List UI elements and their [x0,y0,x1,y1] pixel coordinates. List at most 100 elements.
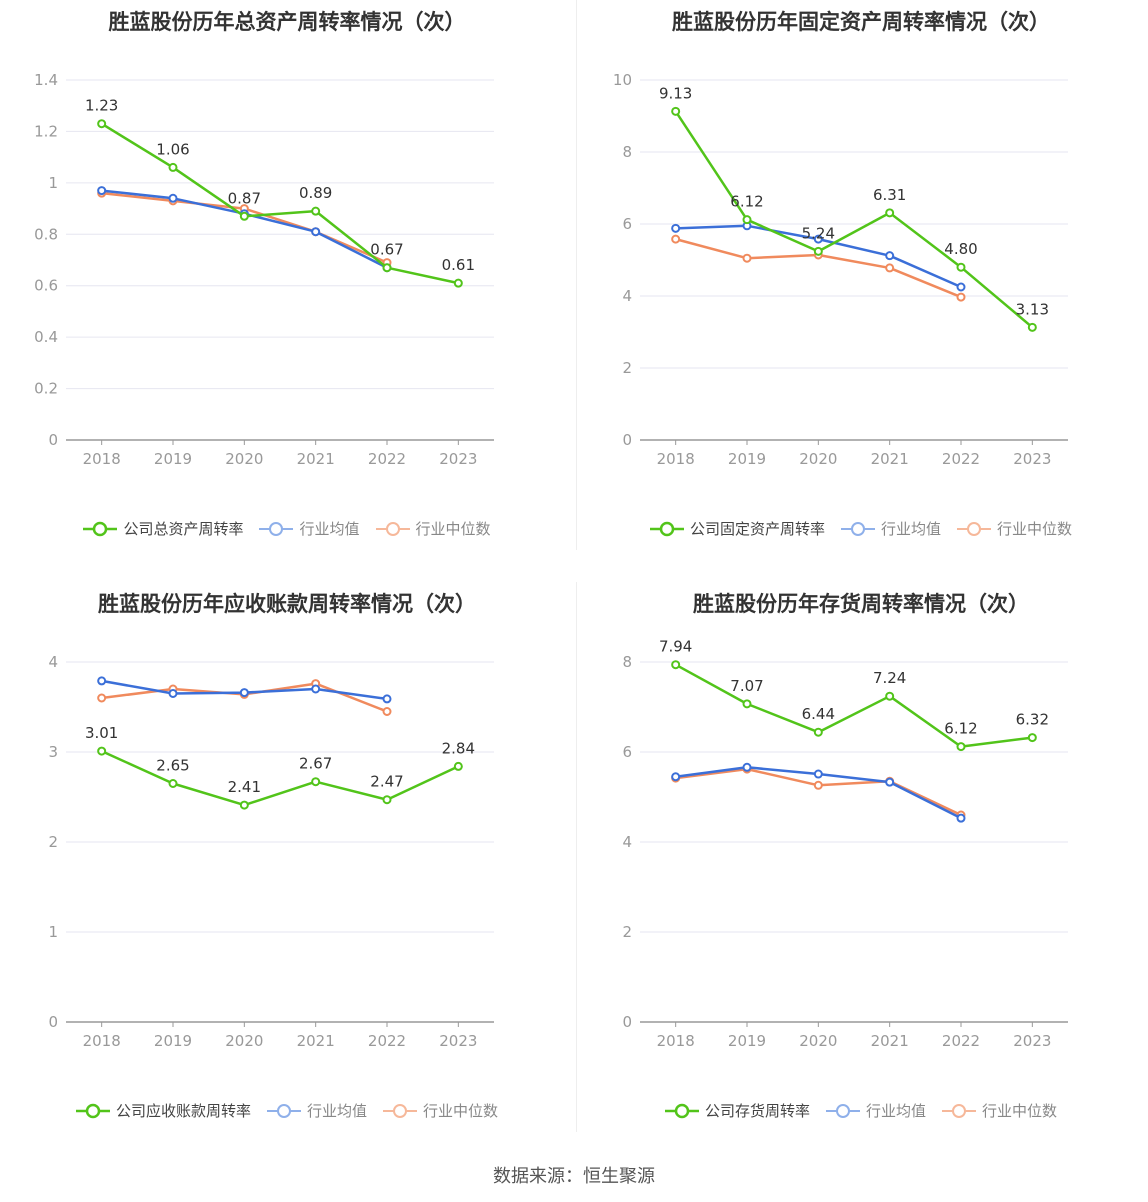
line-chart: 0 2 4 6 8 2018 2019 2020 2021 2022 2023 7.94 7.07 6.4… [622,638,1068,1050]
chart-title: 胜蓝股份历年应收账款周转率情况（次） [98,592,476,616]
legend-item-industry-avg[interactable]: 行业均值 [266,1100,367,1121]
data-label: 2.41 [228,778,261,796]
data-point-industry-median [382,707,392,716]
x-tick-label: 2020 [799,1032,837,1050]
x-tick-label: 2021 [871,1032,909,1050]
data-label: 6.12 [944,720,977,738]
line-chart: 0 0.2 0.4 0.6 0.8 1 1.2 1.4 2018 2019 2020 2021 2022… [34,71,494,468]
x-tick-label: 2020 [799,450,837,468]
legend-label-company: 公司固定资产周转率 [689,520,825,538]
y-tick-label: 8 [622,653,632,671]
legend-label-industry-avg: 行业均值 [865,1102,926,1120]
data-label: 6.32 [1016,711,1049,729]
y-tick-label: 8 [622,143,632,161]
data-point-industry-avg [311,684,321,694]
legend-label-company: 公司应收账款周转率 [115,1102,251,1120]
x-tick-label: 2020 [225,1032,263,1050]
legend-item-company[interactable]: 公司应收账款周转率 [75,1100,251,1121]
legend-item-company[interactable]: 公司总资产周转率 [83,518,243,539]
series-line-company [674,110,1034,329]
data-label: 1.06 [156,140,189,158]
legend-swatch-icon [825,1103,860,1118]
data-point-industry-median [885,263,895,273]
data-point-company [813,727,823,737]
data-point-company [168,779,178,788]
data-label: 3.13 [1016,300,1049,318]
legend-item-company[interactable]: 公司存货周转率 [664,1100,810,1121]
legend-item-industry-median[interactable]: 行业中位数 [957,518,1072,539]
data-label: 2.47 [370,773,403,791]
data-point-company [168,162,178,172]
data-point-company [239,211,249,221]
y-tick-label: 4 [622,833,632,851]
series-line-company [101,749,459,807]
chart-panel-inventory-turnover: 胜蓝股份历年存货周转率情况（次） 0 2 4 6 8 2018 2019 2020 2021 20… [574,582,1148,1164]
chart-legend: 公司存货周转率 行业均值 行业中位数 [574,1100,1148,1121]
y-tick-label: 6 [622,743,632,761]
data-point-company [239,800,249,810]
data-point-company [97,119,107,129]
line-chart: 0 1 2 3 4 2018 2019 2020 2021 2022 2023 3.01 2.65 2.4… [48,653,494,1050]
data-point-company [1027,733,1037,743]
data-point-industry-avg [813,234,823,244]
x-tick-label: 2019 [154,1032,192,1050]
data-point-industry-avg [97,676,107,686]
x-tick-label: 2019 [728,450,766,468]
x-tick-label: 2019 [728,1032,766,1050]
chart-panel-fixed-asset-turnover: 胜蓝股份历年固定资产周转率情况（次） 0 2 4 6 8 10 2018 2019 2020 20… [574,0,1148,582]
data-point-company [671,660,681,670]
legend-label-industry-median: 行业中位数 [415,520,491,538]
data-label: 4.80 [944,240,977,258]
data-point-industry-avg [885,251,895,261]
data-point-industry-avg [885,777,895,787]
legend-label-industry-median: 行业中位数 [997,520,1073,538]
data-point-company [956,262,966,272]
legend-swatch-icon [383,1103,417,1118]
y-tick-label: 0 [48,1013,58,1031]
x-tick-label: 2022 [942,1032,980,1050]
data-point-industry-median [813,780,823,790]
legend-item-company[interactable]: 公司固定资产周转率 [649,518,825,539]
legend-item-industry-avg[interactable]: 行业均值 [840,518,941,539]
data-point-industry-avg [239,688,249,698]
data-point-industry-avg [382,694,392,704]
data-label: 9.13 [659,84,692,102]
x-tick-label: 2018 [657,1032,695,1050]
data-label: 7.07 [730,677,763,695]
line-chart: 0 2 4 6 8 10 2018 2019 2020 2021 2022 2023 9.13 6.12 5… [613,71,1068,468]
x-tick-label: 2022 [942,450,980,468]
data-point-company [1027,322,1037,332]
legend-label-company: 公司存货周转率 [704,1102,810,1120]
legend-item-industry-median[interactable]: 行业中位数 [375,518,491,539]
legend-swatch-icon [840,521,875,536]
series-line-company [675,663,1033,748]
legend-swatch-icon [649,521,684,536]
y-tick-label: 0.8 [34,225,58,243]
y-tick-label: 0 [622,1013,632,1031]
data-label: 5.24 [802,224,835,242]
y-tick-label: 4 [48,653,58,671]
data-point-company [453,278,463,288]
legend-label-industry-median: 行业中位数 [982,1102,1058,1120]
data-label: 2.84 [442,739,475,757]
x-tick-label: 2021 [297,450,335,468]
legend-item-industry-avg[interactable]: 行业均值 [259,518,360,539]
legend-item-industry-median[interactable]: 行业中位数 [942,1100,1057,1121]
data-point-company [382,795,392,805]
data-label: 6.44 [802,705,835,723]
legend-label-industry-avg: 行业均值 [299,520,360,538]
legend-item-industry-avg[interactable]: 行业均值 [825,1100,926,1121]
data-point-company [97,746,107,756]
data-point-industry-avg [813,769,823,779]
legend-swatch-icon [375,521,410,536]
y-tick-label: 0 [622,431,632,449]
data-point-company [885,691,895,701]
data-point-company [382,263,392,273]
legend-item-industry-median[interactable]: 行业中位数 [383,1100,498,1121]
x-tick-label: 2019 [154,450,192,468]
y-tick-label: 1 [48,174,58,192]
data-label: 0.89 [299,184,332,202]
x-tick-label: 2020 [225,450,263,468]
legend-label-industry-avg: 行业均值 [306,1102,367,1120]
data-point-industry-median [742,253,752,263]
